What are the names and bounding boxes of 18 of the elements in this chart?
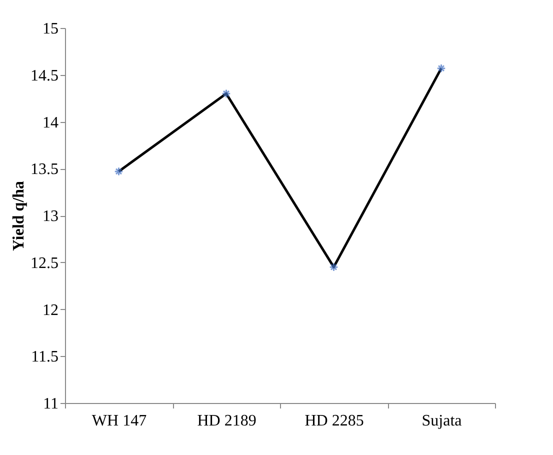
y-axis-title: Yield q/ha — [10, 180, 28, 252]
point — [114, 166, 124, 176]
y-tick-label: 14 — [42, 114, 58, 132]
x-tick-label: HD 2285 — [304, 412, 364, 430]
point — [222, 89, 231, 98]
y-tick-label: 12 — [42, 302, 58, 319]
y-tick-label: 11.5 — [31, 348, 58, 366]
x-tick-label: WH 147 — [92, 412, 147, 430]
y-tick-label: 15 — [42, 20, 58, 38]
x-tick-label: HD 2189 — [197, 412, 256, 430]
y-tick-label: 12.5 — [30, 254, 58, 272]
y-tick-label: 13 — [42, 208, 58, 225]
y-tick-label: 14.5 — [30, 67, 58, 84]
point — [329, 262, 338, 272]
point — [436, 64, 446, 73]
x-tick-label: Sujata — [422, 412, 462, 430]
y-tick-label: 11 — [43, 396, 58, 412]
y-tick-label: 13.5 — [30, 161, 58, 178]
